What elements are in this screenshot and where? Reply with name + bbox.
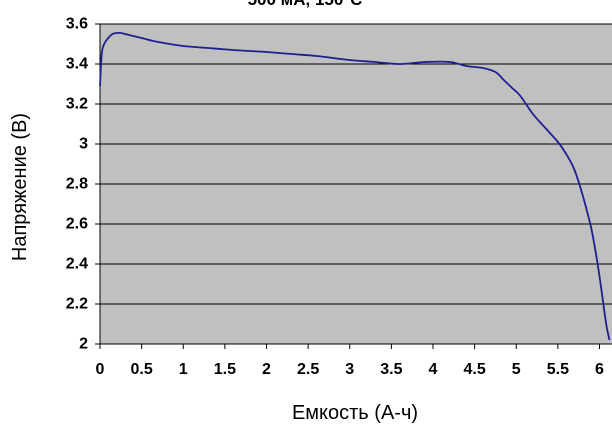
y-axis-label: Напряжение (В) [9, 113, 31, 261]
x-tick-label: 0.5 [131, 361, 153, 378]
x-tick-label: 4.5 [464, 361, 486, 378]
y-tick-label: 3.4 [66, 56, 88, 73]
x-axis-label: Емкость (А-ч) [292, 402, 418, 424]
x-tick-label: 6 [595, 361, 604, 378]
voltage-series-line [99, 31, 611, 341]
y-axis-ticks: 2 2.2 2.4 2.6 2.8 3 3.2 3.4 3.6 [66, 16, 88, 353]
y-tick-label: 2.4 [66, 256, 88, 273]
y-tick-label: 2.2 [66, 296, 88, 313]
x-tick-label: 3.5 [380, 361, 402, 378]
x-tick-label: 2.5 [297, 361, 319, 378]
y-tick-label: 2.8 [66, 176, 88, 193]
y-tick-label: 2.6 [66, 216, 88, 233]
y-tick-label: 3 [79, 136, 88, 153]
chart-title: 500 мА, 150°С [248, 0, 363, 9]
y-tick-label: 3.6 [66, 16, 88, 33]
x-tick-label: 1.5 [214, 361, 236, 378]
y-tick-label: 3.2 [66, 96, 88, 113]
y-tick-label: 2 [79, 336, 88, 353]
x-tick-label: 5.5 [547, 361, 569, 378]
x-tick-label: 0 [96, 361, 105, 378]
x-tick-label: 4 [429, 361, 438, 378]
x-axis-ticks: 0 0.5 1 1.5 2 2.5 3 3.5 4 4.5 5 5.5 6 [96, 344, 604, 378]
x-tick-label: 1 [179, 361, 188, 378]
x-tick-label: 3 [345, 361, 354, 378]
x-tick-label: 2 [262, 361, 271, 378]
x-tick-label: 5 [512, 361, 521, 378]
